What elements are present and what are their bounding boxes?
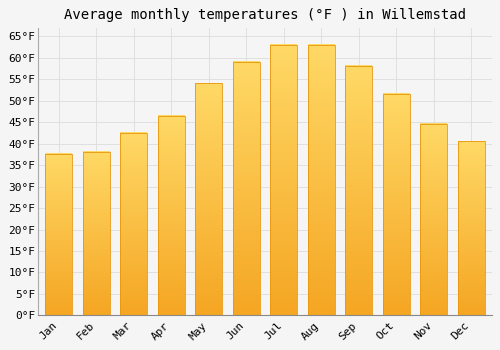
Bar [82, 152, 110, 315]
Bar [232, 62, 260, 315]
Bar [345, 66, 372, 315]
Bar [382, 94, 409, 315]
Bar [420, 124, 447, 315]
Bar [45, 154, 72, 315]
Title: Average monthly temperatures (°F ) in Willemstad: Average monthly temperatures (°F ) in Wi… [64, 8, 466, 22]
Bar [195, 84, 222, 315]
Bar [270, 45, 297, 315]
Bar [120, 133, 147, 315]
Bar [308, 45, 334, 315]
Bar [158, 116, 184, 315]
Bar [458, 141, 484, 315]
